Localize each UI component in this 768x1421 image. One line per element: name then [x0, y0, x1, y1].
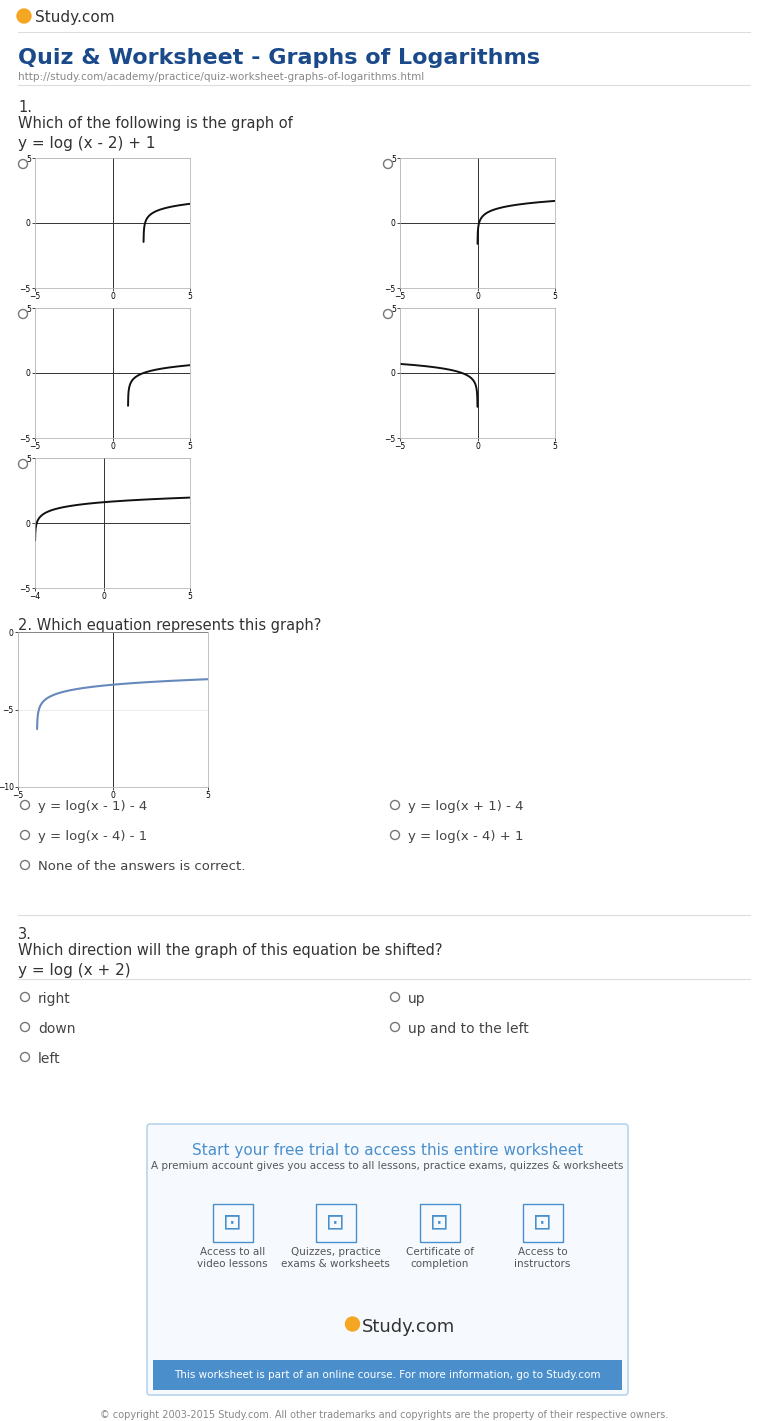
Text: Certificate of
completion: Certificate of completion: [406, 1248, 474, 1269]
Text: y = log(x + 1) - 4: y = log(x + 1) - 4: [408, 800, 524, 813]
FancyBboxPatch shape: [147, 1124, 628, 1395]
Text: ⊡: ⊡: [223, 1212, 242, 1232]
Text: ⊡: ⊡: [326, 1212, 345, 1232]
Text: up: up: [408, 992, 425, 1006]
Text: ⊡: ⊡: [430, 1212, 449, 1232]
Text: left: left: [38, 1052, 61, 1066]
Circle shape: [17, 9, 31, 23]
Text: ⊡: ⊡: [533, 1212, 552, 1232]
Text: Access to
instructors: Access to instructors: [515, 1248, 571, 1269]
Bar: [522, 1204, 562, 1242]
Text: y = log(x - 4) - 1: y = log(x - 4) - 1: [38, 830, 147, 843]
Text: y = log (x - 2) + 1: y = log (x - 2) + 1: [18, 136, 155, 151]
Bar: [316, 1204, 356, 1242]
Text: down: down: [38, 1022, 75, 1036]
Text: © copyright 2003-2015 Study.com. All other trademarks and copyrights are the pro: © copyright 2003-2015 Study.com. All oth…: [100, 1410, 668, 1421]
Circle shape: [346, 1317, 359, 1331]
Text: 2. Which equation represents this graph?: 2. Which equation represents this graph?: [18, 618, 321, 632]
Bar: [213, 1204, 253, 1242]
Text: Which direction will the graph of this equation be shifted?: Which direction will the graph of this e…: [18, 944, 442, 958]
Text: Which of the following is the graph of: Which of the following is the graph of: [18, 117, 293, 131]
Bar: [419, 1204, 459, 1242]
Text: None of the answers is correct.: None of the answers is correct.: [38, 860, 245, 872]
Text: y = log(x - 1) - 4: y = log(x - 1) - 4: [38, 800, 147, 813]
Text: y = log (x + 2): y = log (x + 2): [18, 963, 131, 978]
Text: Access to all
video lessons: Access to all video lessons: [197, 1248, 268, 1269]
Text: Quiz & Worksheet - Graphs of Logarithms: Quiz & Worksheet - Graphs of Logarithms: [18, 48, 540, 68]
Bar: [153, 1360, 622, 1390]
Text: This worksheet is part of an online course. For more information, go to Study.co: This worksheet is part of an online cour…: [174, 1370, 601, 1380]
Text: 1.: 1.: [18, 99, 32, 115]
Text: Study.com: Study.com: [362, 1319, 455, 1336]
Text: right: right: [38, 992, 71, 1006]
Text: A premium account gives you access to all lessons, practice exams, quizzes & wor: A premium account gives you access to al…: [151, 1161, 624, 1171]
Text: 3.: 3.: [18, 926, 32, 942]
Text: up and to the left: up and to the left: [408, 1022, 528, 1036]
Text: Study.com: Study.com: [35, 10, 114, 26]
Text: http://study.com/academy/practice/quiz-worksheet-graphs-of-logarithms.html: http://study.com/academy/practice/quiz-w…: [18, 72, 424, 82]
Text: y = log(x - 4) + 1: y = log(x - 4) + 1: [408, 830, 524, 843]
Text: Quizzes, practice
exams & worksheets: Quizzes, practice exams & worksheets: [281, 1248, 390, 1269]
Text: Start your free trial to access this entire worksheet: Start your free trial to access this ent…: [192, 1142, 583, 1158]
